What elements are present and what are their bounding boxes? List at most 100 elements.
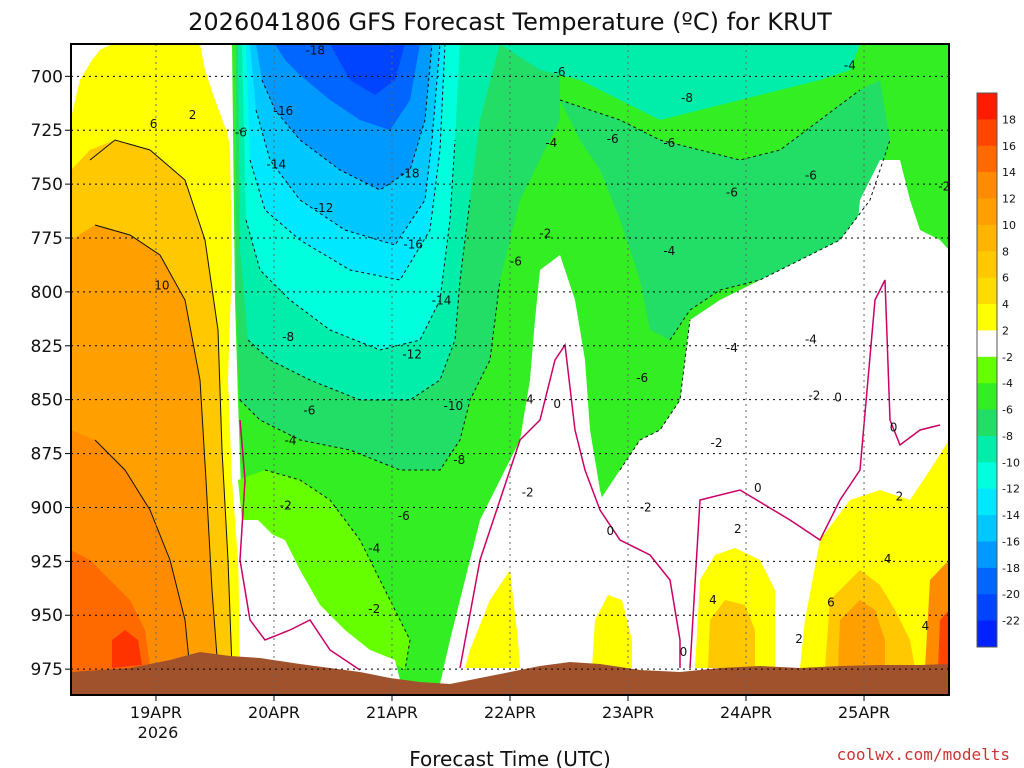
chart-title: 2026041806 GFS Forecast Temperature (ºC)… bbox=[188, 8, 832, 36]
contour-label: -6 bbox=[726, 186, 738, 200]
contour-dash-7 bbox=[264, 469, 411, 671]
mild-region-white-left bbox=[238, 530, 400, 680]
y-axis: 700 725 750 775 800 825 850 875 900 925 950 975 bbox=[31, 67, 71, 680]
contour-dash-8 bbox=[559, 89, 861, 161]
contour-label: -4 bbox=[726, 341, 738, 355]
colorbar-swatch bbox=[977, 383, 997, 410]
colorbar-label: 16 bbox=[1002, 140, 1016, 153]
contour-label: 4 bbox=[922, 619, 930, 633]
contour-label: -2 bbox=[280, 498, 292, 512]
cold-core-blue bbox=[330, 44, 405, 95]
contour-label: 10 bbox=[154, 278, 169, 292]
colorbar-swatch bbox=[977, 198, 997, 226]
contour-dash-1 bbox=[261, 44, 433, 191]
contour-label: 0 bbox=[680, 645, 688, 659]
colorbar-label: 2 bbox=[1002, 324, 1009, 337]
y-tick-label: 800 bbox=[31, 283, 63, 303]
contour-label: -6 bbox=[636, 371, 648, 385]
colorbar-label: 4 bbox=[1002, 298, 1009, 311]
contour-label: -2 bbox=[522, 485, 534, 499]
contour-label: -2 bbox=[711, 436, 723, 450]
contour-solid-1 bbox=[89, 139, 233, 669]
x-tick-label: 23APR bbox=[602, 703, 654, 722]
y-tick-label: 925 bbox=[31, 552, 63, 572]
y-tick-label: 700 bbox=[31, 67, 63, 87]
colorbar-swatch bbox=[977, 224, 997, 252]
contour-label: -4 bbox=[368, 541, 380, 555]
contour-labels: 6 2 -6 -18 -16 -14 -18 -12 -16 10 -14 -8 -12 -6 -10 -4 -… bbox=[150, 43, 949, 659]
colorbar-label: -10 bbox=[1002, 456, 1020, 469]
freezing-line-center bbox=[459, 342, 681, 669]
colorbar-swatch bbox=[977, 119, 997, 147]
contour-dash-5 bbox=[247, 199, 471, 401]
plot-area: 6 2 -6 -18 -16 -14 -18 -12 -16 10 -14 -8 -12 -6 -10 -4 -… bbox=[71, 43, 949, 695]
y-tick-label: 825 bbox=[31, 337, 63, 357]
contour-label: -6 bbox=[607, 132, 619, 146]
contour-label: 6 bbox=[150, 117, 158, 131]
colorbar-swatch bbox=[977, 330, 997, 358]
contour-label: -14 bbox=[267, 158, 287, 172]
contour-label: -14 bbox=[432, 294, 452, 308]
colorbar-swatch bbox=[977, 304, 997, 331]
colorbar-label: -8 bbox=[1002, 430, 1013, 443]
mild-region-white-upper bbox=[200, 44, 232, 130]
contour-label: -16 bbox=[403, 237, 423, 251]
colorbar-label: 10 bbox=[1002, 219, 1016, 232]
x-tick-label: 19APR bbox=[130, 703, 182, 722]
cold-region-light-green bbox=[238, 470, 410, 670]
colorbar-swatch bbox=[977, 435, 997, 463]
freezing-line-left bbox=[239, 419, 361, 671]
colorbar-label: -6 bbox=[1002, 404, 1013, 417]
y-tick-label: 775 bbox=[31, 229, 63, 249]
contour-dash-9 bbox=[669, 139, 891, 341]
contour-label: -6 bbox=[235, 125, 247, 139]
colorbar: 18 16 14 12 10 8 6 4 2 -2 -4 -6 -8 -10 -12 -14 -16 -18 -20… bbox=[976, 92, 1020, 648]
contour-label: 0 bbox=[553, 397, 561, 411]
colorbar-swatch bbox=[977, 567, 997, 595]
colorbar-label: -14 bbox=[1002, 509, 1020, 522]
y-tick-label: 750 bbox=[31, 175, 63, 195]
x-tick-label: 22APR bbox=[484, 703, 536, 722]
colorbar-label: 6 bbox=[1002, 272, 1009, 285]
contour-lines bbox=[89, 44, 891, 671]
contour-label: -18 bbox=[305, 43, 325, 57]
freezing-line-right bbox=[689, 279, 941, 669]
x-axis-label: Forecast Time (UTC) bbox=[409, 747, 611, 768]
contour-label: 2 bbox=[795, 632, 803, 646]
contour-label: -6 bbox=[303, 403, 315, 417]
cold-region-green-right bbox=[560, 80, 890, 340]
colorbar-swatch bbox=[977, 145, 997, 173]
colorbar-label: 14 bbox=[1002, 166, 1016, 179]
x-axis-year: 2026 bbox=[138, 723, 179, 742]
freezing-lines bbox=[239, 279, 941, 671]
credit-text: coolwx.com/modelts bbox=[837, 745, 1010, 764]
colorbar-swatch bbox=[977, 172, 997, 199]
y-tick-label: 950 bbox=[31, 606, 63, 626]
contour-label: 4 bbox=[709, 593, 717, 607]
colorbar-label: -12 bbox=[1002, 483, 1020, 496]
contour-label: 6 bbox=[827, 595, 835, 609]
x-tick-label: 21APR bbox=[366, 703, 418, 722]
contour-label: -4 bbox=[844, 59, 856, 73]
contour-label: -4 bbox=[522, 393, 534, 407]
contour-label: -2 bbox=[539, 227, 551, 241]
warm-pocket-light-orange-mid bbox=[708, 600, 755, 668]
contour-label: -8 bbox=[453, 453, 465, 467]
cold-region-teal-right bbox=[500, 44, 860, 120]
contour-label: -4 bbox=[285, 434, 297, 448]
ground-terrain bbox=[71, 652, 949, 695]
colorbar-label: -20 bbox=[1002, 588, 1020, 601]
contour-label: 2 bbox=[734, 522, 742, 536]
colorbar-swatch bbox=[977, 541, 997, 569]
contour-label: -12 bbox=[314, 201, 334, 215]
contour-label: -6 bbox=[398, 509, 410, 523]
warm-core-red bbox=[112, 630, 142, 668]
x-tick-label: 20APR bbox=[248, 703, 300, 722]
contour-dash-4 bbox=[245, 139, 456, 351]
warm-pocket-red-edge bbox=[938, 610, 949, 668]
contour-label: -6 bbox=[554, 65, 566, 79]
colorbar-label: -16 bbox=[1002, 535, 1020, 548]
colorbar-frame bbox=[976, 92, 998, 648]
contour-label: -8 bbox=[681, 91, 693, 105]
